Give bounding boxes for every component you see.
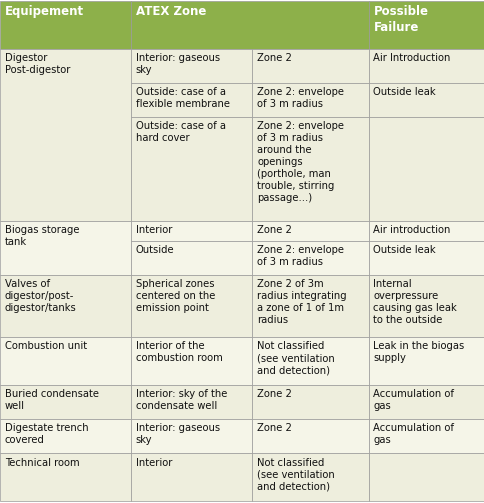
Bar — [252, 275, 368, 337]
Bar — [0, 420, 131, 454]
Bar — [252, 385, 368, 420]
Bar — [368, 49, 484, 83]
Bar — [0, 337, 131, 385]
Bar — [252, 221, 368, 241]
Bar — [131, 275, 252, 337]
Bar — [131, 83, 252, 118]
Text: Not classified
(see ventilation
and detection): Not classified (see ventilation and dete… — [257, 341, 334, 375]
Bar — [0, 1, 131, 49]
Bar — [131, 420, 252, 454]
Text: Buried condensate
well: Buried condensate well — [5, 389, 99, 411]
Text: Equipement: Equipement — [5, 5, 84, 18]
Text: Outside leak: Outside leak — [373, 245, 435, 255]
Text: Leak in the biogas
supply: Leak in the biogas supply — [373, 341, 464, 363]
Text: Interior: Interior — [136, 458, 172, 467]
Bar — [131, 454, 252, 501]
Text: Zone 2: envelope
of 3 m radius
around the
openings
(porthole, man
trouble, stirr: Zone 2: envelope of 3 m radius around th… — [257, 122, 343, 204]
Text: Accumulation of
gas: Accumulation of gas — [373, 389, 454, 411]
Bar — [0, 49, 131, 221]
Text: Technical room: Technical room — [5, 458, 79, 467]
Bar — [368, 83, 484, 118]
Text: Zone 2: envelope
of 3 m radius: Zone 2: envelope of 3 m radius — [257, 87, 343, 109]
Text: Valves of
digestor/post-
digestor/tanks: Valves of digestor/post- digestor/tanks — [5, 279, 76, 313]
Text: Possible
Failure: Possible Failure — [373, 5, 427, 34]
Bar — [368, 337, 484, 385]
Bar — [252, 454, 368, 501]
Bar — [368, 454, 484, 501]
Text: Interior: gaseous
sky: Interior: gaseous sky — [136, 424, 219, 445]
Text: Air introduction: Air introduction — [373, 225, 450, 234]
Text: Zone 2: Zone 2 — [257, 389, 291, 399]
Bar — [131, 337, 252, 385]
Bar — [252, 337, 368, 385]
Bar — [131, 49, 252, 83]
Text: Not classified
(see ventilation
and detection): Not classified (see ventilation and dete… — [257, 458, 334, 491]
Text: Interior: Interior — [136, 225, 172, 234]
Text: Air Introduction: Air Introduction — [373, 53, 450, 63]
Bar — [252, 118, 368, 221]
Text: Zone 2 of 3m
radius integrating
a zone of 1 of 1m
radius: Zone 2 of 3m radius integrating a zone o… — [257, 279, 346, 325]
Bar — [131, 385, 252, 420]
Text: Zone 2: Zone 2 — [257, 53, 291, 63]
Bar — [0, 275, 131, 337]
Text: Biogas storage
tank: Biogas storage tank — [5, 225, 79, 246]
Text: Outside: case of a
flexible membrane: Outside: case of a flexible membrane — [136, 87, 229, 109]
Text: Combustion unit: Combustion unit — [5, 341, 87, 351]
Text: Outside: case of a
hard cover: Outside: case of a hard cover — [136, 122, 226, 143]
Bar — [368, 221, 484, 241]
Bar — [252, 420, 368, 454]
Text: Zone 2: envelope
of 3 m radius: Zone 2: envelope of 3 m radius — [257, 245, 343, 267]
Bar — [131, 221, 252, 241]
Bar — [0, 385, 131, 420]
Text: Digestate trench
covered: Digestate trench covered — [5, 424, 88, 445]
Bar — [131, 118, 252, 221]
Text: Internal
overpressure
causing gas leak
to the outside: Internal overpressure causing gas leak t… — [373, 279, 456, 325]
Text: Zone 2: Zone 2 — [257, 424, 291, 433]
Bar — [368, 420, 484, 454]
Text: Interior of the
combustion room: Interior of the combustion room — [136, 341, 222, 363]
Bar — [368, 275, 484, 337]
Text: Accumulation of
gas: Accumulation of gas — [373, 424, 454, 445]
Text: Outside: Outside — [136, 245, 174, 255]
Bar — [131, 1, 368, 49]
Text: ATEX Zone: ATEX Zone — [136, 5, 206, 18]
Bar — [252, 83, 368, 118]
Text: Zone 2: Zone 2 — [257, 225, 291, 234]
Text: Interior: gaseous
sky: Interior: gaseous sky — [136, 53, 219, 75]
Bar — [0, 454, 131, 501]
Text: Spherical zones
centered on the
emission point: Spherical zones centered on the emission… — [136, 279, 215, 313]
Bar — [368, 241, 484, 275]
Text: Interior: sky of the
condensate well: Interior: sky of the condensate well — [136, 389, 227, 411]
Bar — [252, 49, 368, 83]
Bar — [131, 241, 252, 275]
Bar — [368, 118, 484, 221]
Bar — [0, 221, 131, 275]
Text: Digestor
Post-digestor: Digestor Post-digestor — [5, 53, 70, 75]
Bar — [368, 1, 484, 49]
Bar — [368, 385, 484, 420]
Bar — [252, 241, 368, 275]
Text: Outside leak: Outside leak — [373, 87, 435, 97]
